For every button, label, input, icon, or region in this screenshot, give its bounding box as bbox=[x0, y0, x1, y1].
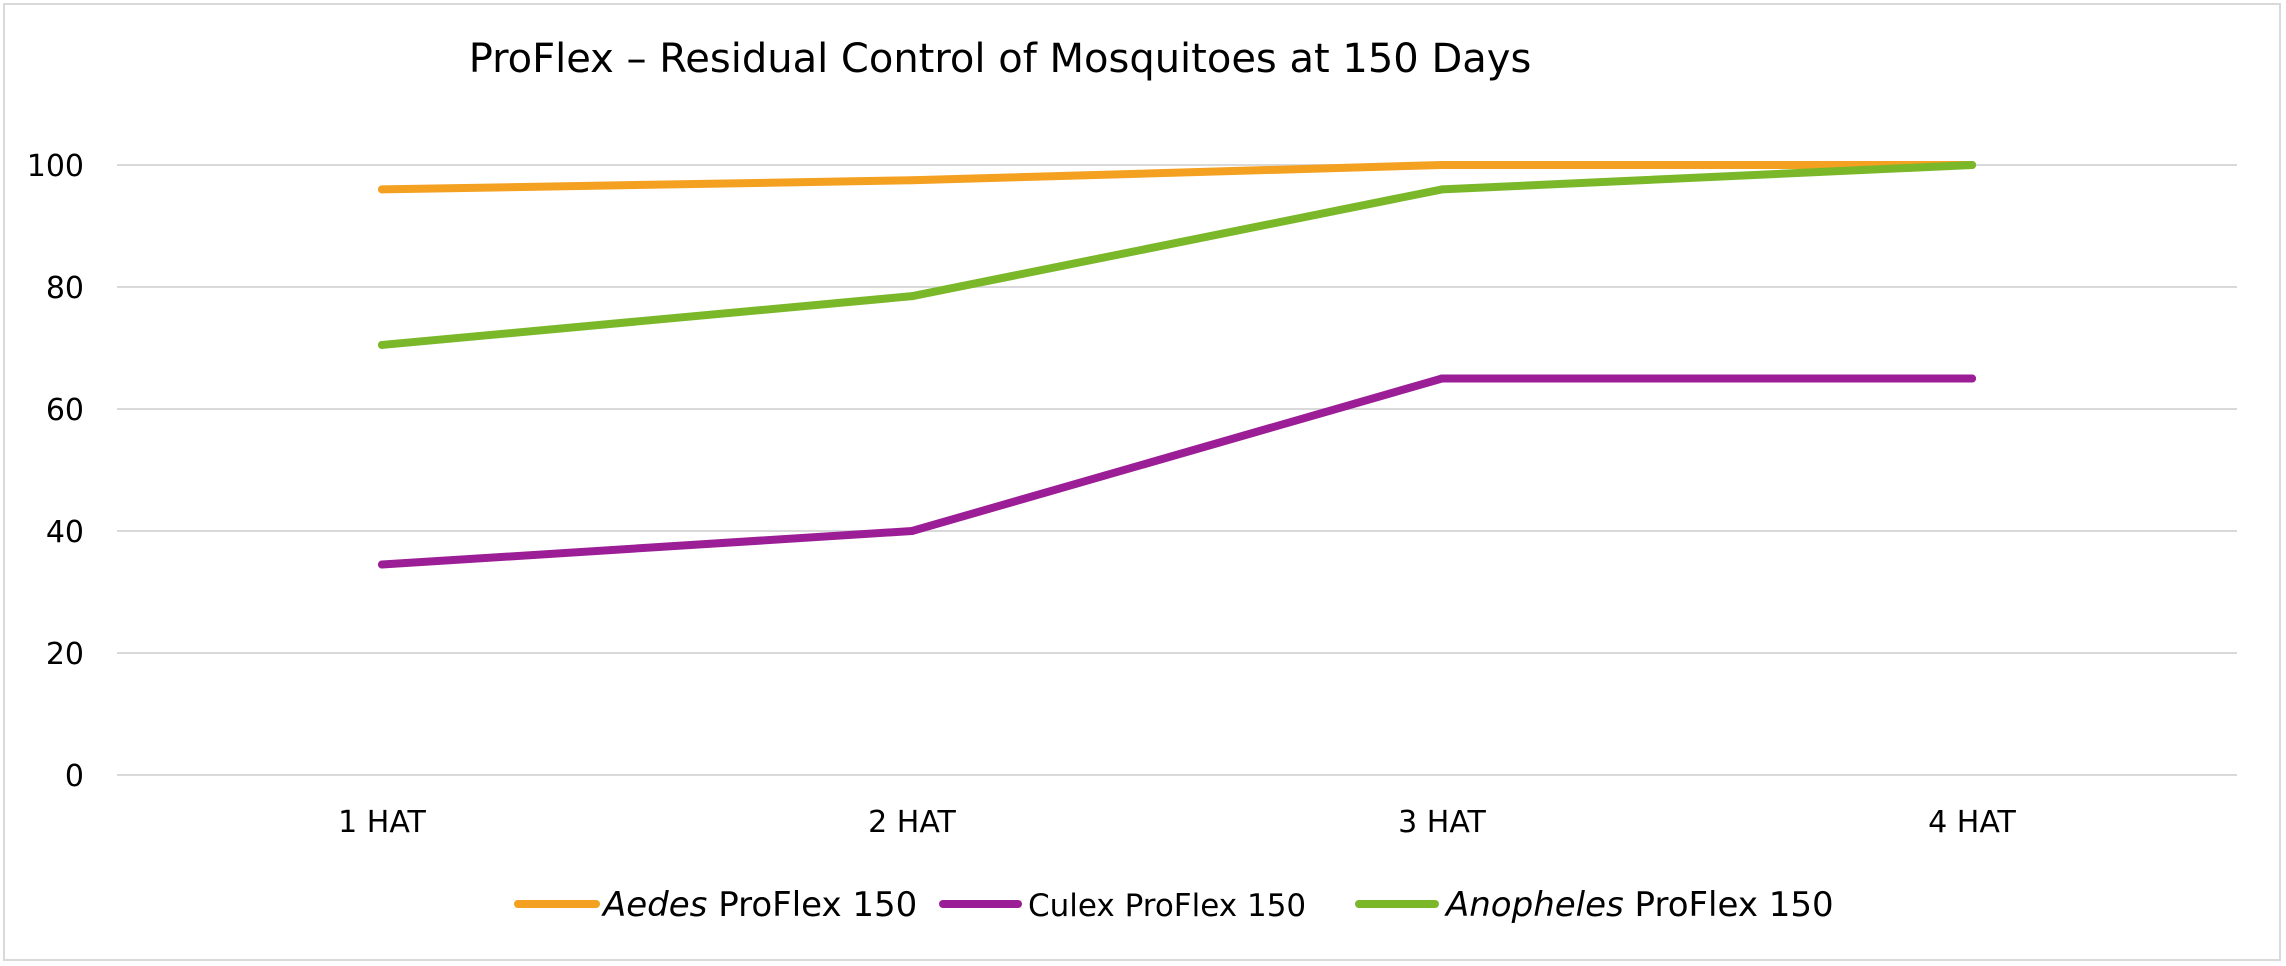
data-point[interactable] bbox=[908, 176, 916, 185]
y-tick-label: 100 bbox=[27, 149, 84, 184]
legend[interactable]: Aedes ProFlex 150 Culex ProFlex 150 Anophe… bbox=[514, 885, 1834, 925]
x-tick-label: 3 HAT bbox=[1398, 805, 1486, 840]
legend-label: Aedes ProFlex 150 bbox=[601, 885, 917, 925]
y-tick-label: 20 bbox=[46, 637, 84, 672]
y-tick-label: 80 bbox=[46, 271, 84, 306]
legend-label-italic: Anopheles bbox=[1444, 885, 1624, 925]
series-line-0[interactable] bbox=[378, 161, 1976, 194]
chart-title: ProFlex – Residual Control of Mosquitoes… bbox=[469, 36, 1532, 82]
data-point[interactable] bbox=[378, 560, 386, 569]
x-tick-label: 2 HAT bbox=[868, 805, 956, 840]
legend-label-italic: Aedes bbox=[601, 885, 707, 925]
legend-item-2[interactable]: Anopheles ProFlex 150 bbox=[1355, 885, 1834, 925]
gridlines bbox=[117, 164, 2237, 776]
legend-label-rest: ProFlex 150 bbox=[707, 885, 917, 925]
data-point[interactable] bbox=[1438, 161, 1446, 169]
series-lines bbox=[378, 161, 1976, 569]
legend-item-0[interactable]: Aedes ProFlex 150 bbox=[514, 885, 917, 925]
x-tick-label: 1 HAT bbox=[338, 805, 426, 840]
data-point[interactable] bbox=[908, 527, 916, 535]
y-tick-label: 0 bbox=[65, 759, 84, 794]
data-point[interactable] bbox=[1968, 374, 1976, 383]
series-line-2[interactable] bbox=[378, 161, 1976, 349]
legend-label-rest: ProFlex 150 bbox=[1624, 885, 1834, 925]
x-axis-tick-labels: 1 HAT 2 HAT 3 HAT 4 HAT bbox=[338, 805, 2016, 840]
data-point[interactable] bbox=[378, 185, 386, 194]
legend-item-1[interactable]: Culex ProFlex 150 bbox=[939, 888, 1306, 924]
y-tick-label: 60 bbox=[46, 393, 84, 428]
data-point[interactable] bbox=[1438, 185, 1446, 194]
legend-label-rest: Culex ProFlex 150 bbox=[1028, 888, 1306, 924]
y-tick-label: 40 bbox=[46, 515, 84, 550]
legend-label: Anopheles ProFlex 150 bbox=[1444, 885, 1834, 925]
data-point[interactable] bbox=[1438, 374, 1446, 383]
data-point[interactable] bbox=[1968, 161, 1976, 169]
data-point[interactable] bbox=[378, 340, 386, 349]
legend-label: Culex ProFlex 150 bbox=[1028, 888, 1306, 924]
y-axis-tick-labels: 0 20 40 60 80 100 bbox=[27, 149, 84, 794]
x-tick-label: 4 HAT bbox=[1928, 805, 2016, 840]
data-point[interactable] bbox=[908, 292, 916, 301]
series-line-1[interactable] bbox=[378, 374, 1976, 569]
